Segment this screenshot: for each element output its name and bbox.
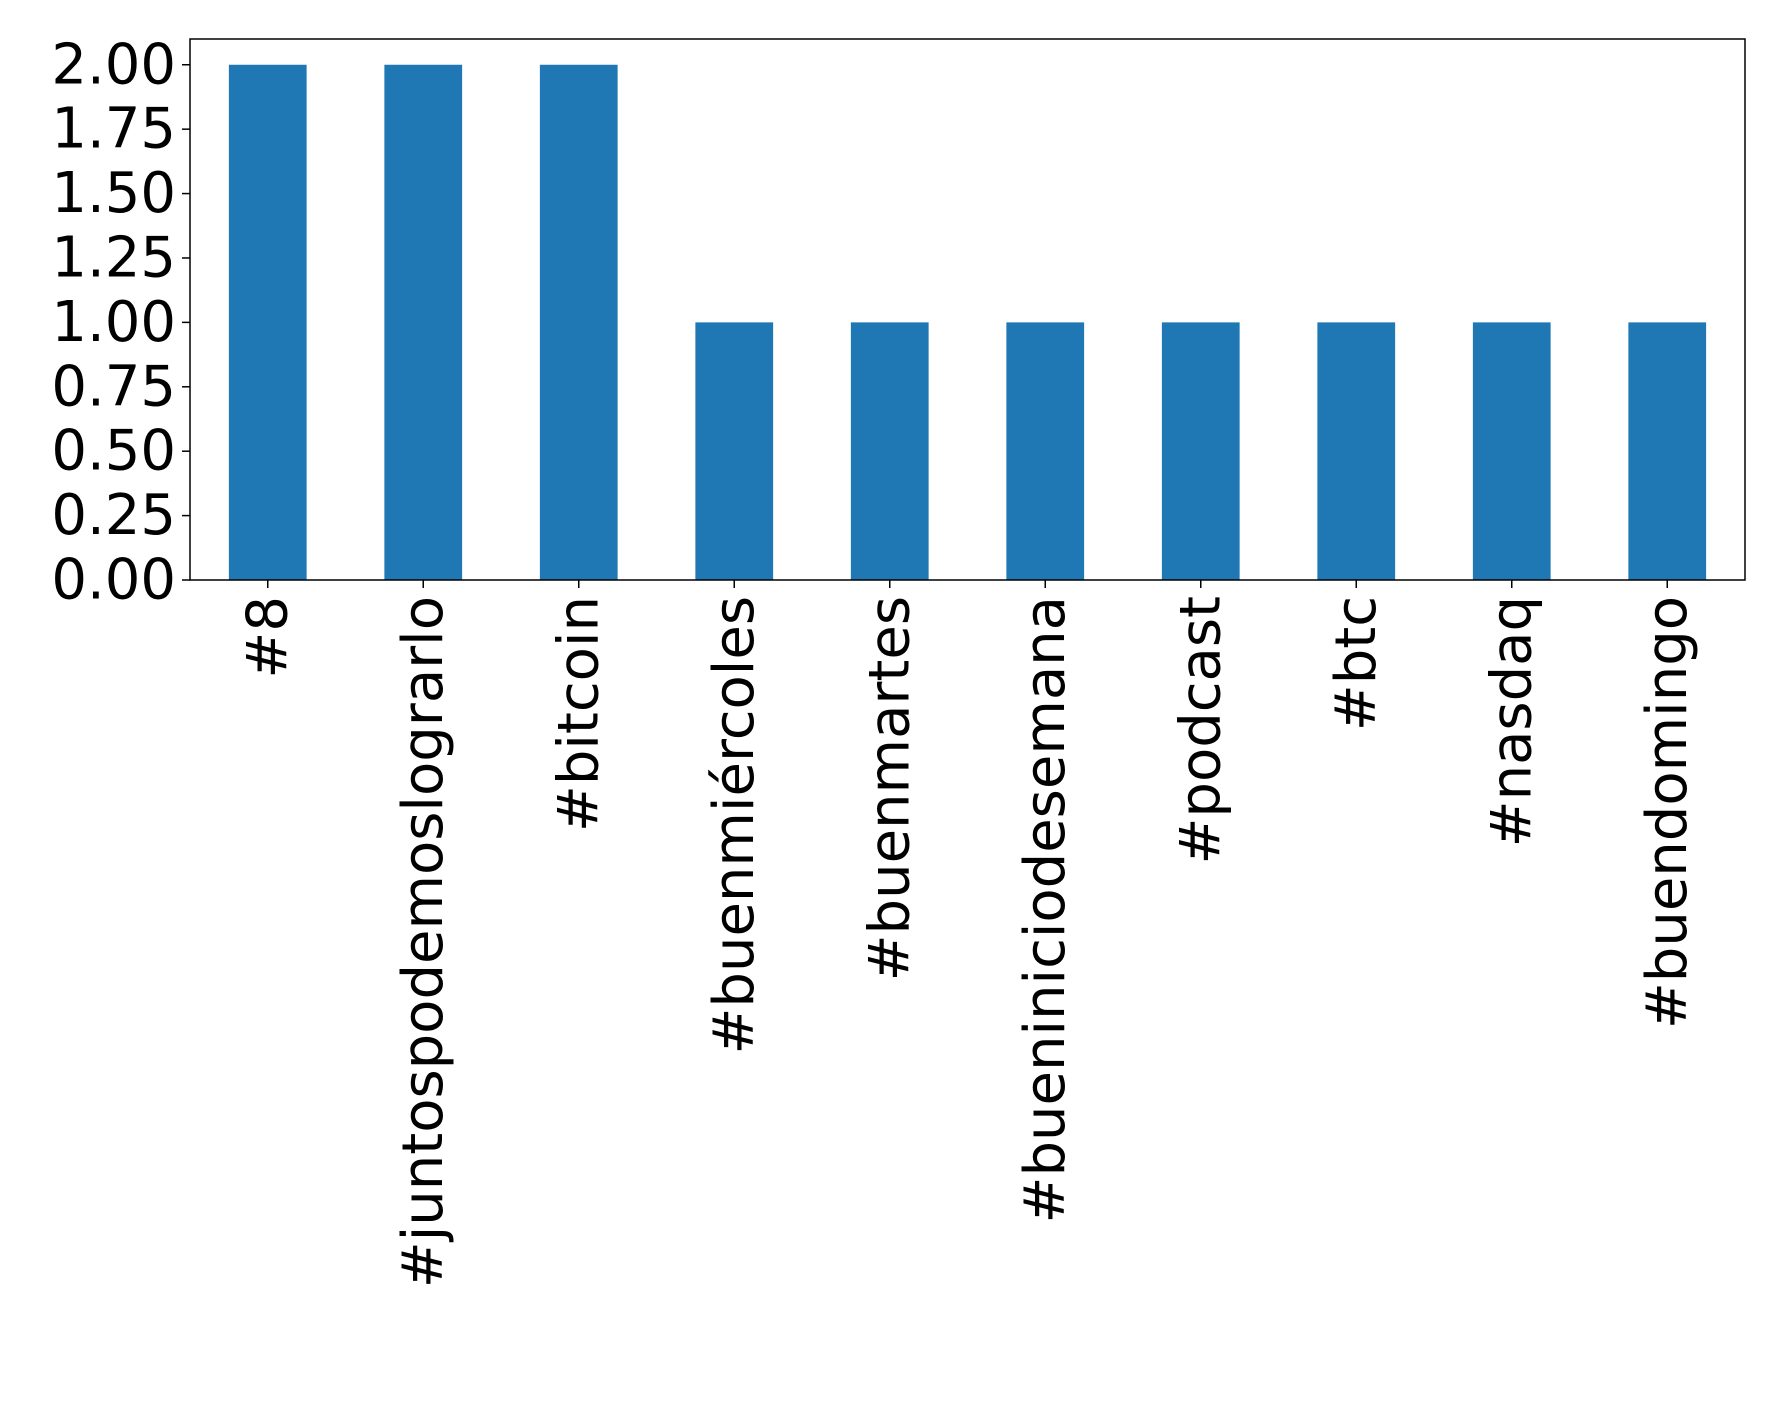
x-tick-label: #nasdaq — [1479, 596, 1544, 847]
bar — [695, 322, 774, 580]
y-tick-label: 1.00 — [51, 290, 176, 355]
plot-frame — [189, 38, 1746, 581]
y-tick-label: 1.50 — [51, 161, 176, 226]
bar — [1317, 322, 1396, 580]
bar — [384, 64, 463, 580]
x-tick-label: #podcast — [1168, 596, 1233, 865]
y-tick-label: 0.25 — [51, 483, 176, 548]
bar — [228, 64, 307, 580]
y-tick-label: 0.75 — [51, 354, 176, 419]
x-tick-label: #buendomingo — [1635, 596, 1700, 1029]
y-tick-label: 0.00 — [51, 548, 176, 613]
bars-layer — [228, 64, 1707, 580]
bar — [1161, 322, 1240, 580]
y-tick-label: 2.00 — [51, 32, 176, 97]
y-tick-label: 0.50 — [51, 419, 176, 484]
y-axis: 0.000.250.500.751.001.251.501.752.00 — [51, 32, 190, 613]
bar — [1628, 322, 1707, 580]
y-tick-label: 1.75 — [51, 97, 176, 162]
x-tick-label: #bueniniciodesemana — [1013, 596, 1078, 1223]
bar — [850, 322, 929, 580]
x-tick-label: #buenmiércoles — [702, 596, 767, 1055]
x-tick-label: #juntospodemoslograrlo — [391, 596, 456, 1288]
x-tick-label: #buenmartes — [857, 596, 922, 981]
bar — [1006, 322, 1085, 580]
x-tick-label: #bitcoin — [546, 596, 611, 832]
bar — [539, 64, 618, 580]
y-tick-label: 1.25 — [51, 225, 176, 290]
x-tick-label: #btc — [1324, 596, 1389, 731]
x-axis: #8 #juntospodemoslograrlo #bitcoin #buenmié… — [235, 580, 1700, 1288]
x-tick-label: #8 — [235, 596, 300, 679]
bar — [1472, 322, 1551, 580]
